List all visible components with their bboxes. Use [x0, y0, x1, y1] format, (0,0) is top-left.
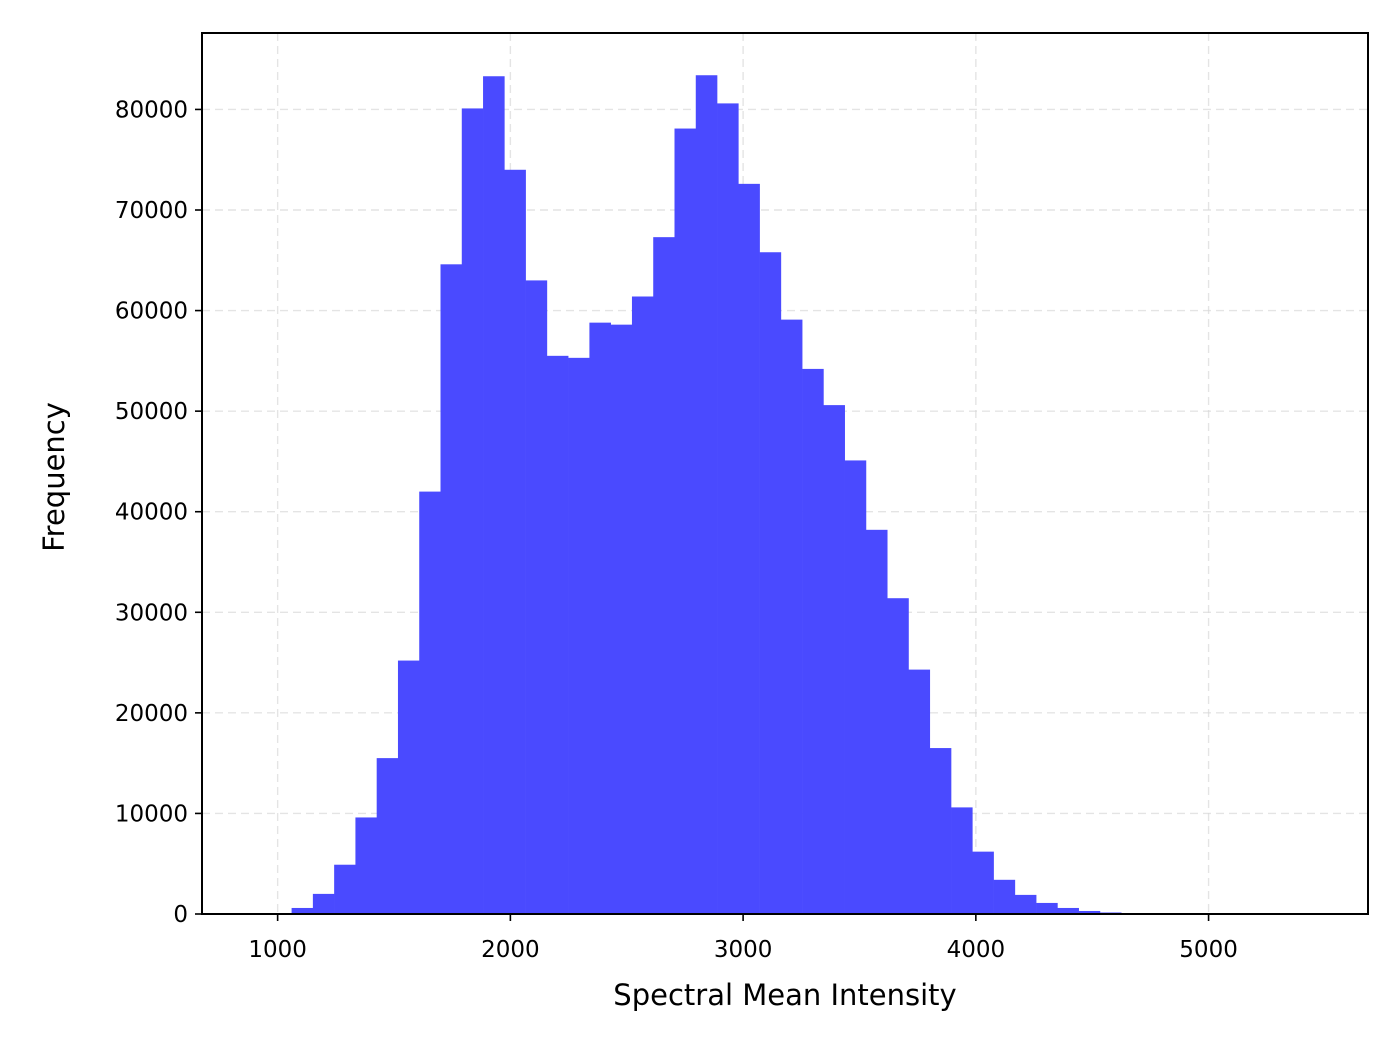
x-tick-label: 3000 [714, 937, 773, 963]
histogram-bar [738, 183, 760, 914]
x-axis-ticks: 1000 2000 3000 4000 5000 [248, 914, 1238, 963]
histogram-bar [1057, 907, 1079, 914]
histogram-bar [653, 237, 675, 914]
y-tick-label: 30000 [115, 600, 188, 626]
y-tick-label: 70000 [115, 198, 188, 224]
histogram-bar [397, 660, 420, 914]
histogram-bar [759, 252, 782, 915]
histogram-bar [717, 103, 739, 915]
histogram-bar [355, 817, 377, 914]
histogram-bar [993, 879, 1016, 914]
histogram-bar [865, 529, 888, 914]
histogram-bar [908, 669, 931, 914]
histogram-bar [674, 128, 697, 914]
histogram-bar [546, 355, 569, 915]
histogram-bar [461, 108, 484, 914]
histogram-bar [1078, 910, 1101, 914]
x-axis-label: Spectral Mean Intensity [613, 978, 956, 1012]
histogram-bar [844, 460, 867, 914]
y-tick-label: 0 [173, 902, 188, 928]
y-tick-label: 50000 [115, 399, 188, 425]
histogram-bar [951, 807, 973, 914]
histogram-bar [376, 758, 399, 914]
histogram-bar [1036, 902, 1058, 914]
histogram-bar [631, 296, 654, 914]
y-tick-label: 80000 [115, 97, 188, 123]
x-tick-label: 5000 [1179, 937, 1238, 963]
histogram-bar [312, 893, 335, 914]
histogram-bar [823, 405, 845, 914]
histogram-bar [504, 169, 526, 915]
histogram-bar [483, 76, 505, 915]
histogram-bar [802, 368, 824, 915]
y-tick-label: 10000 [115, 801, 188, 827]
y-tick-label: 60000 [115, 299, 188, 325]
histogram-bar [291, 907, 314, 914]
y-axis-label: Frequency [37, 402, 71, 552]
histogram-bar [929, 748, 952, 914]
histogram-bar [972, 851, 994, 914]
histogram-bar [887, 598, 909, 914]
histogram-bar [525, 280, 548, 914]
histogram-bar [334, 864, 356, 914]
histogram-bar [589, 322, 611, 915]
plot-frame [201, 32, 1369, 915]
histogram-bar [780, 319, 803, 914]
histogram-bar [419, 491, 441, 914]
y-axis-ticks: 0 10000 20000 30000 40000 50000 60000 70000 8000… [115, 97, 202, 928]
y-tick-label: 20000 [115, 701, 188, 727]
histogram-bar [610, 324, 633, 914]
histogram-bar [695, 75, 718, 914]
histogram-bar [440, 264, 463, 915]
histogram-bar [568, 357, 590, 914]
x-tick-label: 2000 [481, 937, 540, 963]
histogram-bar [1014, 894, 1037, 914]
x-tick-label: 1000 [248, 937, 307, 963]
y-tick-label: 40000 [115, 500, 188, 526]
histogram-bars [291, 75, 1250, 915]
x-tick-label: 4000 [947, 937, 1006, 963]
